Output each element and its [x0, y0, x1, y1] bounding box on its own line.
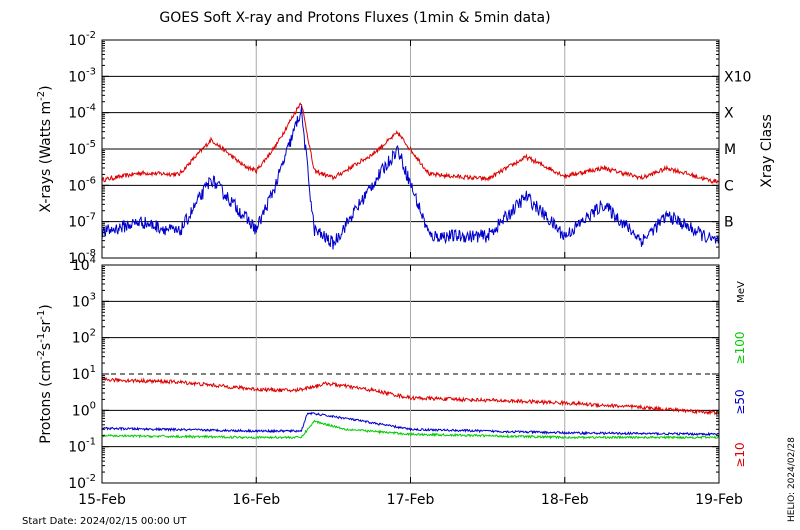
- xray-panel: 10-8 10-7 10-6 10-5 10-4 10-3 10-2 B C M X X10 X-r…: [36, 30, 775, 267]
- y-tick-label: 10-2: [68, 30, 96, 49]
- proton-gridlines: [102, 265, 719, 483]
- y-tick-label: 10-2: [68, 473, 96, 492]
- xray-class-B: B: [724, 215, 734, 231]
- xray-class-X: X: [724, 106, 734, 122]
- proton-units-label: MeV: [736, 281, 747, 303]
- xray-class-axis-label: Xray Class: [759, 114, 775, 188]
- y-tick-label: 10-1: [68, 437, 96, 456]
- y-tick-label: 10-3: [68, 66, 96, 85]
- proton-legend: ≥100 ≥50 ≥10: [733, 332, 747, 468]
- proton-legend-entry: ≥10: [733, 442, 747, 467]
- y-tick-label: 10-6: [68, 175, 96, 194]
- y-tick-label: 10-7: [68, 212, 96, 231]
- x-axis-tick-labels: 15-Feb 16-Feb 17-Feb 18-Feb 19-Feb: [78, 492, 743, 508]
- x-tick-label: 18-Feb: [541, 492, 589, 508]
- proton-panel: 10-2 10-1 100 101 102 103 104 Protons (cm-2s-1…: [36, 255, 747, 492]
- y-tick-label: 10-5: [68, 139, 96, 158]
- y-tick-label: 103: [72, 291, 96, 310]
- series-line-0-0: [101, 102, 720, 185]
- xray-class-M: M: [724, 142, 736, 158]
- credit-label: HELIO: 2024/02/28: [787, 437, 797, 522]
- xray-class-labels: B C M X X10: [724, 69, 751, 230]
- y-tick-label: 10-8: [68, 248, 96, 267]
- x-tick-label: 19-Feb: [695, 492, 743, 508]
- proton-series-group: [101, 376, 720, 440]
- series-line-1-1: [101, 411, 719, 437]
- xray-y-axis-label: X-rays (Watts m-2): [36, 85, 54, 212]
- series-line-1-0: [101, 376, 720, 416]
- start-date-label: Start Date: 2024/02/15 00:00 UT: [22, 516, 187, 527]
- series-line-1-2: [101, 419, 720, 440]
- y-tick-label: 100: [72, 400, 96, 419]
- y-tick-label: 10-4: [68, 103, 96, 122]
- x-tick-label: 17-Feb: [387, 492, 435, 508]
- x-tick-label: 16-Feb: [232, 492, 280, 508]
- y-tick-label: 101: [72, 364, 96, 383]
- xray-class-X10: X10: [724, 69, 751, 85]
- xray-series-group: [101, 102, 720, 250]
- series-line-0-1: [101, 105, 720, 250]
- proton-y-axis-label: Protons (cm-2s-1sr-1): [36, 304, 54, 443]
- xray-class-C: C: [724, 178, 734, 194]
- proton-legend-entry: ≥100: [733, 332, 747, 365]
- xray-y-axis-ticks: 10-8 10-7 10-6 10-5 10-4 10-3 10-2: [68, 30, 720, 267]
- y-tick-label: 104: [72, 255, 96, 274]
- y-tick-label: 102: [72, 328, 96, 347]
- x-tick-label: 15-Feb: [78, 492, 126, 508]
- proton-y-axis-ticks: 10-2 10-1 100 101 102 103 104: [68, 255, 720, 492]
- chart-title: GOES Soft X-ray and Protons Fluxes (1min…: [159, 10, 550, 26]
- proton-legend-entry: ≥50: [733, 389, 747, 414]
